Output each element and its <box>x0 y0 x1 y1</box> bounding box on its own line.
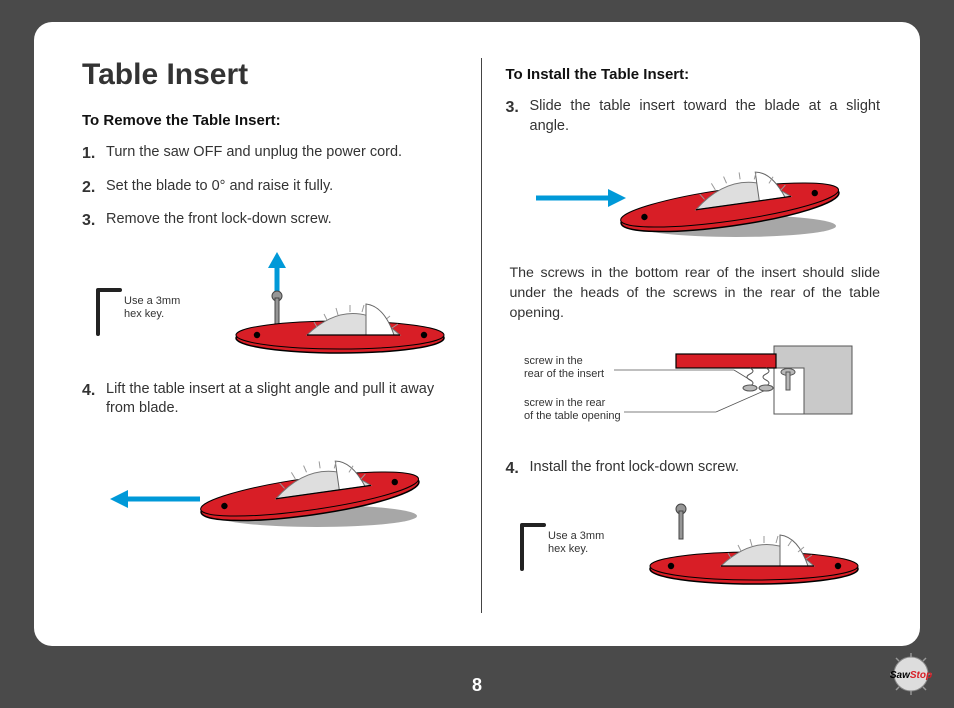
remove-heading: To Remove the Table Insert: <box>82 112 457 129</box>
step-text: Slide the table insert toward the blade … <box>530 97 881 136</box>
page-number: 8 <box>0 675 954 696</box>
hexnote-a: Use a 3mm <box>124 295 180 307</box>
diagram-slide-in <box>506 148 881 248</box>
manual-page: Table Insert To Remove the Table Insert:… <box>34 22 920 646</box>
step-number: 4. <box>82 380 106 419</box>
remove-step-1: 1. Turn the saw OFF and unplug the power… <box>82 143 457 165</box>
remove-step-2: 2. Set the blade to 0° and raise it full… <box>82 177 457 199</box>
remove-step-3: 3. Remove the front lock-down screw. <box>82 210 457 232</box>
right-column: To Install the Table Insert: 3. Slide th… <box>506 58 881 620</box>
two-column-layout: Table Insert To Remove the Table Insert:… <box>82 58 880 620</box>
step-text: Remove the front lock-down screw. <box>106 210 457 232</box>
install-step-3: 3. Slide the table insert toward the bla… <box>506 97 881 136</box>
svg-text:screw in the rear: screw in the rear <box>524 397 606 409</box>
install-heading: To Install the Table Insert: <box>506 66 881 83</box>
step-number: 3. <box>82 210 106 232</box>
step-text: Turn the saw OFF and unplug the power co… <box>106 143 457 165</box>
svg-text:SawStop: SawStop <box>890 670 932 681</box>
svg-text:hex key.: hex key. <box>124 308 164 320</box>
step-text: Set the blade to 0° and raise it fully. <box>106 177 457 199</box>
step-number: 3. <box>506 97 530 136</box>
svg-text:rear of the insert: rear of the insert <box>524 368 604 380</box>
diagram-remove-screw: Use a 3mm hex key. <box>82 244 457 364</box>
step-text: Lift the table insert at a slight angle … <box>106 380 457 419</box>
svg-text:screw in the: screw in the <box>524 355 583 367</box>
svg-text:hex key.: hex key. <box>548 543 588 555</box>
diagram-cross-section: screw in the rear of the insert screw in… <box>506 334 881 442</box>
diagram-install-screw: Use a 3mm hex key. <box>506 491 881 591</box>
remove-step-4: 4. Lift the table insert at a slight ang… <box>82 380 457 419</box>
step-text: Install the front lock-down screw. <box>530 458 881 480</box>
column-divider <box>481 58 482 613</box>
left-column: Table Insert To Remove the Table Insert:… <box>82 58 457 620</box>
svg-text:of the table opening: of the table opening <box>524 410 621 422</box>
step-number: 4. <box>506 458 530 480</box>
sawstop-logo-icon: SawStop <box>884 653 938 700</box>
install-step-4: 4. Install the front lock-down screw. <box>506 458 881 480</box>
install-note: The screws in the bottom rear of the ins… <box>506 264 881 324</box>
diagram-lift-out <box>82 431 457 536</box>
step-number: 2. <box>82 177 106 199</box>
step-number: 1. <box>82 143 106 165</box>
svg-text:Use a 3mm: Use a 3mm <box>548 530 604 542</box>
page-title: Table Insert <box>82 58 457 92</box>
